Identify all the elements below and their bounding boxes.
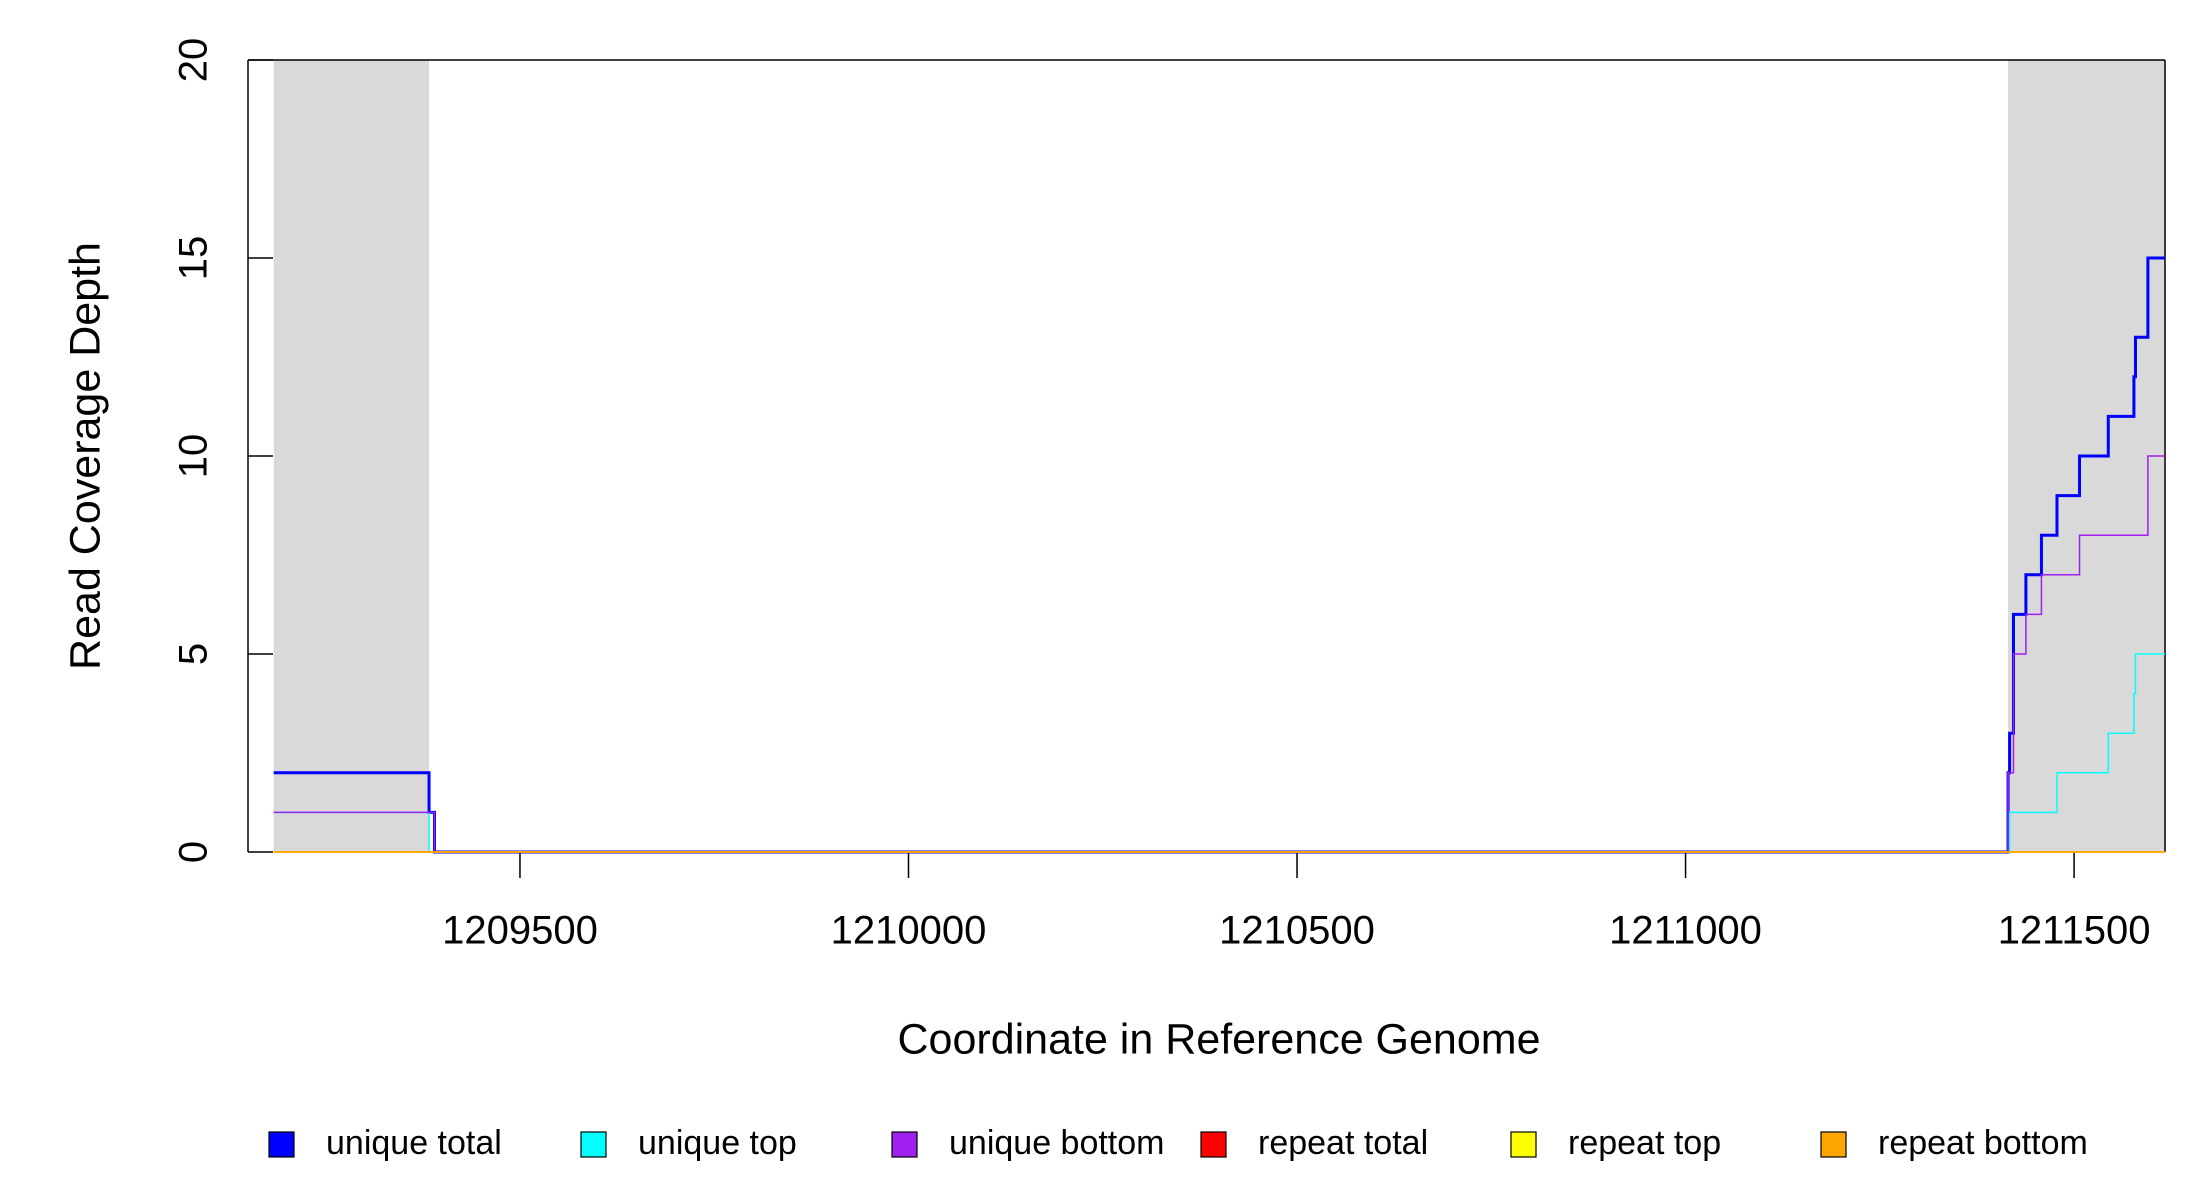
x-tick-label: 1209500 [442,909,598,953]
legend-item: repeat top [1510,1124,1721,1162]
coverage-line [273,455,2165,853]
y-tick-label: 10 [172,434,216,479]
legend-swatch [268,1131,295,1158]
legend-swatch [891,1131,918,1158]
legend-item: unique total [268,1124,502,1162]
x-axis-title: Coordinate in Reference Genome [898,1015,1541,1063]
x-tick-label: 1210500 [1219,909,1375,953]
legend-label: unique bottom [949,1124,1165,1162]
x-tick-label: 1211000 [1609,909,1762,953]
legend-label: repeat top [1568,1124,1721,1162]
x-tick-label: 1211500 [1998,909,2151,953]
legend-item: repeat total [1200,1124,1428,1162]
legend-label: repeat bottom [1878,1124,2088,1162]
y-tick-label: 15 [172,236,216,281]
coverage-line [273,653,2165,853]
y-tick-label: 0 [172,841,216,863]
legend-swatch [1820,1131,1847,1158]
y-axis-title: Read Coverage Depth [61,242,109,670]
coverage-line [273,256,2165,854]
legend-label: unique top [638,1124,797,1162]
x-tick-label: 1210000 [831,909,987,953]
legend-item: unique top [580,1124,797,1162]
legend-label: unique total [326,1124,502,1162]
legend-swatch [1200,1131,1227,1158]
legend-swatch [1510,1131,1537,1158]
legend-item: unique bottom [891,1124,1165,1162]
shaded-region [273,60,430,852]
legend-swatch [580,1131,607,1158]
y-tick-label: 20 [172,38,216,83]
legend-label: repeat total [1258,1124,1428,1162]
y-tick-label: 5 [172,643,216,665]
legend-item: repeat bottom [1820,1124,2088,1162]
